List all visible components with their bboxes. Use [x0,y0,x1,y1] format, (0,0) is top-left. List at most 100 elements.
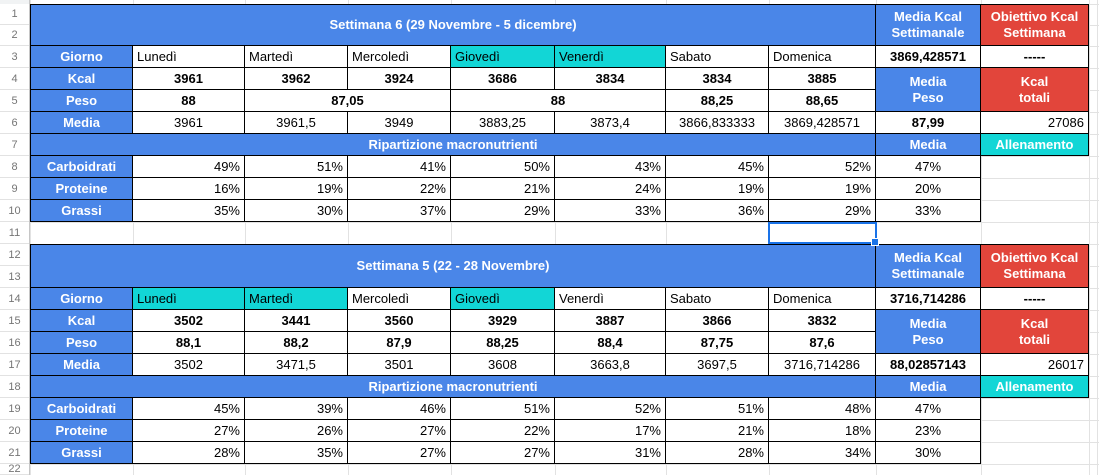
w2-media-label[interactable]: Media [30,354,133,376]
w2-carboidrati-martedi[interactable]: 39% [245,398,348,420]
w2-carboidrati-allenamento[interactable] [981,398,1089,420]
w2-carboidrati-domenica[interactable]: 48% [769,398,876,420]
w1-grassi-sabato[interactable]: 36% [666,200,769,222]
w2-giorno-label[interactable]: Giorno [30,288,133,310]
w1-carboidrati-giovedi[interactable]: 50% [451,156,555,178]
w2-proteine-media[interactable]: 23% [876,420,981,442]
w2-day-mercoledi[interactable]: Mercoledì [348,288,451,310]
w1-grassi-domenica[interactable]: 29% [769,200,876,222]
w1-proteine-giovedi[interactable]: 21% [451,178,555,200]
w1-peso-cell-2[interactable]: 88 [451,90,666,112]
row-number-18[interactable]: 18 [0,376,29,398]
row-number-4[interactable]: 4 [0,68,29,90]
w1-kcal-lunedi[interactable]: 3961 [133,68,245,90]
w2-media-kcal-value[interactable]: 3716,714286 [876,288,981,310]
w1-day-giovedi[interactable]: Giovedì [451,46,555,68]
w2-carboidrati-mercoledi[interactable]: 46% [348,398,451,420]
w1-media-giovedi[interactable]: 3883,25 [451,112,555,134]
row-number-1[interactable]: 1 [0,4,29,25]
w1-carboidrati-martedi[interactable]: 51% [245,156,348,178]
w1-carboidrati-media[interactable]: 47% [876,156,981,178]
row-number-6[interactable]: 6 [0,112,29,134]
w2-day-domenica[interactable]: Domenica [769,288,876,310]
w2-day-giovedi[interactable]: Giovedì [451,288,555,310]
w2-peso-cell-1[interactable]: 88,2 [245,332,348,354]
w1-kcal-domenica[interactable]: 3885 [769,68,876,90]
w2-ripartizione-banner[interactable]: Ripartizione macronutrienti [30,376,876,398]
w1-kcal-label[interactable]: Kcal [30,68,133,90]
w2-peso-cell-4[interactable]: 88,4 [555,332,666,354]
w1-grassi-lunedi[interactable]: 35% [133,200,245,222]
w1-proteine-martedi[interactable]: 19% [245,178,348,200]
row-number-21[interactable]: 21 [0,442,29,464]
w2-proteine-allenamento[interactable] [981,420,1089,442]
w1-proteine-label[interactable]: Proteine [30,178,133,200]
w2-media-peso-value[interactable]: 88,02857143 [876,354,981,376]
row-number-7[interactable]: 7 [0,134,29,156]
w2-media-domenica[interactable]: 3716,714286 [769,354,876,376]
w1-grassi-allenamento[interactable] [981,200,1089,222]
w2-proteine-martedi[interactable]: 26% [245,420,348,442]
w2-peso-cell-5[interactable]: 87,75 [666,332,769,354]
w1-giorno-label[interactable]: Giorno [30,46,133,68]
row-number-9[interactable]: 9 [0,178,29,200]
w2-peso-cell-3[interactable]: 88,25 [451,332,555,354]
w1-title[interactable]: Settimana 6 (29 Novembre - 5 dicembre) [30,4,876,46]
w1-media-peso-value[interactable]: 87,99 [876,112,981,134]
w2-media-venerdi[interactable]: 3663,8 [555,354,666,376]
w1-peso-cell-1[interactable]: 87,05 [245,90,451,112]
w1-proteine-sabato[interactable]: 19% [666,178,769,200]
w1-carboidrati-venerdi[interactable]: 43% [555,156,666,178]
w1-media-mercoledi[interactable]: 3949 [348,112,451,134]
w2-grassi-domenica[interactable]: 34% [769,442,876,464]
w2-carboidrati-sabato[interactable]: 51% [666,398,769,420]
w2-proteine-venerdi[interactable]: 17% [555,420,666,442]
w2-allenamento-header[interactable]: Allenamento [981,376,1089,398]
w1-kcal-totali-label[interactable]: Kcal totali [981,68,1089,112]
w2-kcal-venerdi[interactable]: 3887 [555,310,666,332]
w1-carboidrati-label[interactable]: Carboidrati [30,156,133,178]
w1-media-kcal-value[interactable]: 3869,428571 [876,46,981,68]
w2-proteine-label[interactable]: Proteine [30,420,133,442]
w2-kcal-mercoledi[interactable]: 3560 [348,310,451,332]
w1-obiettivo-value[interactable]: ----- [981,46,1089,68]
w2-media-lunedi[interactable]: 3502 [133,354,245,376]
w2-peso-cell-2[interactable]: 87,9 [348,332,451,354]
w1-media-lunedi[interactable]: 3961 [133,112,245,134]
w1-kcal-totali-value[interactable]: 27086 [981,112,1089,134]
row-number-3[interactable]: 3 [0,46,29,68]
w1-peso-label[interactable]: Peso [30,90,133,112]
w2-kcal-totali-value[interactable]: 26017 [981,354,1089,376]
w2-media-martedi[interactable]: 3471,5 [245,354,348,376]
w2-kcal-label[interactable]: Kcal [30,310,133,332]
w1-obiettivo-header[interactable]: Obiettivo Kcal Settimana [981,4,1089,46]
w2-proteine-domenica[interactable]: 18% [769,420,876,442]
w2-carboidrati-label[interactable]: Carboidrati [30,398,133,420]
row-number-8[interactable]: 8 [0,156,29,178]
row-number-19[interactable]: 19 [0,398,29,420]
w1-grassi-giovedi[interactable]: 29% [451,200,555,222]
w2-obiettivo-header[interactable]: Obiettivo Kcal Settimana [981,244,1089,288]
w2-title[interactable]: Settimana 5 (22 - 28 Novembre) [30,244,876,288]
w2-peso-cell-6[interactable]: 87,6 [769,332,876,354]
w1-day-mercoledi[interactable]: Mercoledì [348,46,451,68]
w1-grassi-venerdi[interactable]: 33% [555,200,666,222]
w1-day-martedi[interactable]: Martedì [245,46,348,68]
w1-carboidrati-domenica[interactable]: 52% [769,156,876,178]
w2-carboidrati-lunedi[interactable]: 45% [133,398,245,420]
w2-proteine-giovedi[interactable]: 22% [451,420,555,442]
w1-day-domenica[interactable]: Domenica [769,46,876,68]
w1-peso-cell-4[interactable]: 88,65 [769,90,876,112]
w1-kcal-mercoledi[interactable]: 3924 [348,68,451,90]
w1-grassi-media[interactable]: 33% [876,200,981,222]
row-number-2[interactable]: 2 [0,25,29,46]
w2-carboidrati-giovedi[interactable]: 51% [451,398,555,420]
fill-handle[interactable] [871,238,879,246]
row-number-11[interactable]: 11 [0,222,29,244]
w1-day-sabato[interactable]: Sabato [666,46,769,68]
w2-grassi-sabato[interactable]: 28% [666,442,769,464]
w1-kcal-martedi[interactable]: 3962 [245,68,348,90]
w2-peso-cell-0[interactable]: 88,1 [133,332,245,354]
row-number-14[interactable]: 14 [0,288,29,310]
w2-kcal-giovedi[interactable]: 3929 [451,310,555,332]
